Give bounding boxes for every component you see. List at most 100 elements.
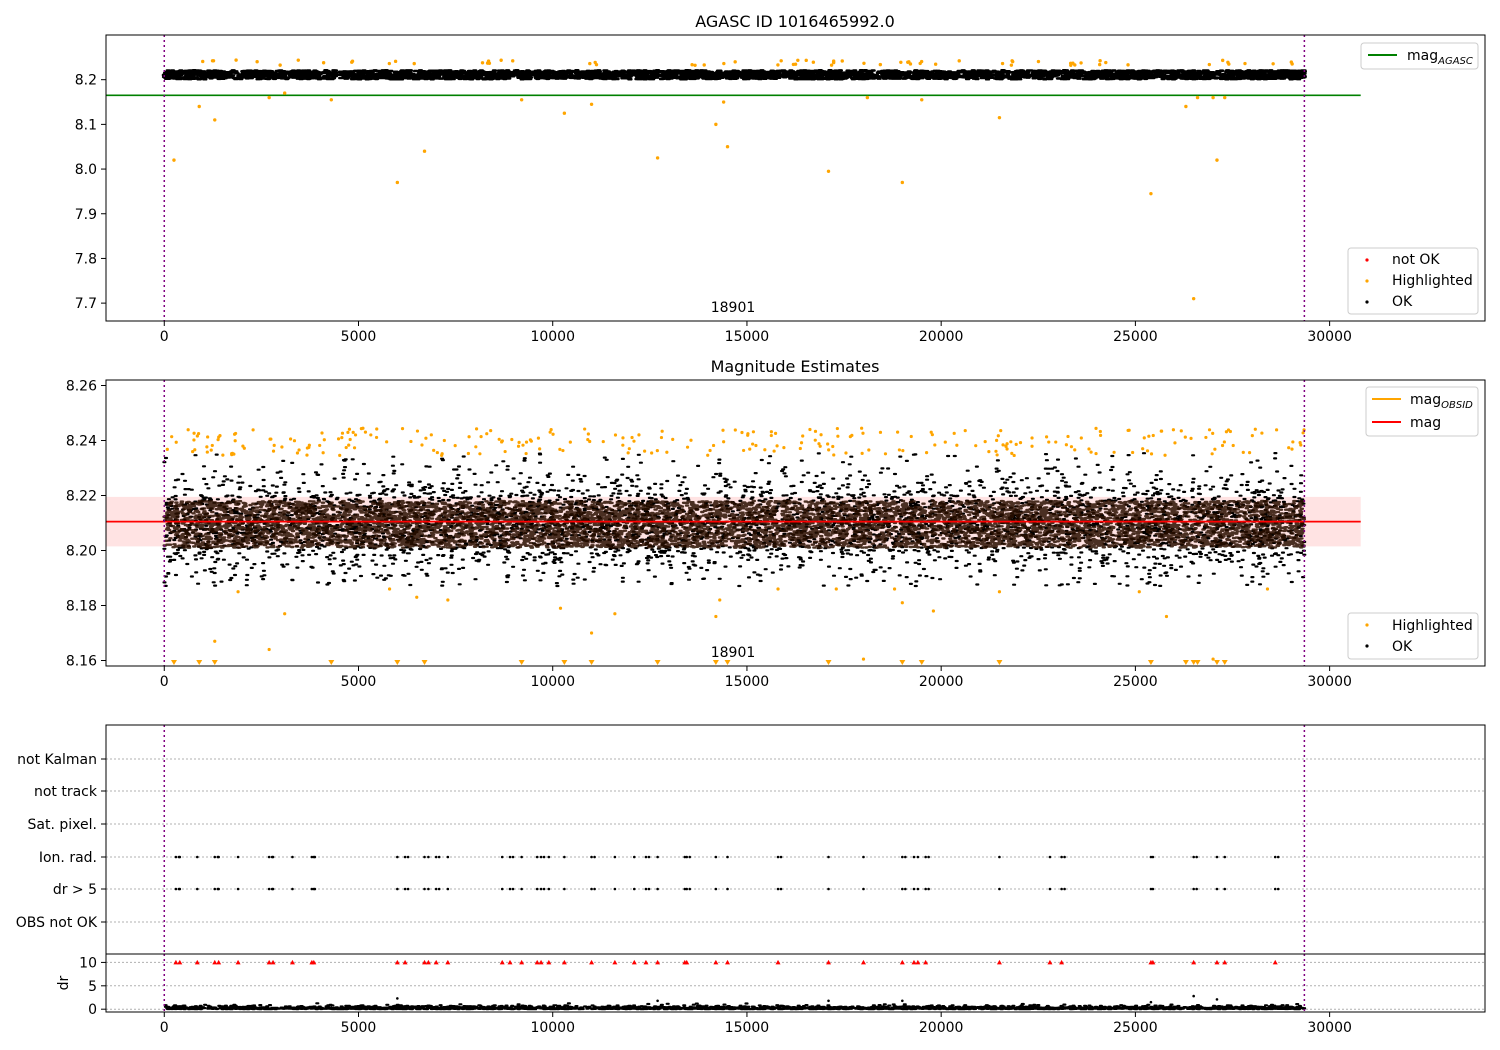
mag-highlight-top-point xyxy=(191,449,195,454)
flag-label-0: not Kalman xyxy=(17,752,97,768)
flag-event-3-17 xyxy=(500,855,504,859)
mag-highlight-top-point xyxy=(272,443,276,447)
mag-highlight-top-point xyxy=(1098,433,1103,437)
mag-highlight-top-point xyxy=(442,438,446,443)
mag-ytick-label-1: 8.18 xyxy=(66,599,97,615)
mag-highlight-top-point xyxy=(835,426,839,431)
mag-highlight-top-point xyxy=(754,443,758,448)
flag-event-4-23 xyxy=(563,887,566,891)
agasc-highlight-top-point xyxy=(350,60,354,64)
agasc-highlight-point-22 xyxy=(1191,296,1196,301)
agasc-highlight-top-point xyxy=(412,61,416,66)
flag-event-3-7 xyxy=(271,855,275,859)
mag-highlight-top-point xyxy=(963,428,967,433)
flag-event-3-41 xyxy=(1048,855,1052,859)
mag-highlight-low-point-12 xyxy=(776,587,780,591)
flag-event-extra-4-15 xyxy=(437,887,441,891)
legend-mag-obsid-main: mag xyxy=(1410,392,1441,408)
panel-agasc-obsid-label: 18901 xyxy=(711,300,756,316)
agasc-highlight-point-20 xyxy=(1149,191,1153,196)
mag-highlight-top-point xyxy=(1030,436,1034,440)
mag-highlight-top-point xyxy=(206,435,210,439)
mag-highlight-top-point xyxy=(627,447,631,451)
agasc-highlight-top-point xyxy=(480,61,485,65)
mag-highlight-top-point xyxy=(1231,443,1235,448)
mag-highlight-top-point xyxy=(1094,451,1098,456)
mag-highlight-top-point xyxy=(1159,429,1163,433)
mag-highlight-top-point xyxy=(909,434,913,439)
mag-highlight-top-point xyxy=(813,438,817,442)
legend-highlighted-swatch xyxy=(1365,279,1369,283)
mag-highlight-top-point xyxy=(878,430,883,434)
flag-event-4-26 xyxy=(632,887,636,891)
mag-highlight-top-point xyxy=(216,438,220,442)
mag-highlight-top-point xyxy=(217,435,221,439)
panel-magnitude-axes: 0 5000 10000 15000 20000 25000 30000 8.16 8.18 8.… xyxy=(66,379,1352,691)
mag-highlight-top-point xyxy=(643,449,647,453)
mag-highlight-top-point xyxy=(409,439,413,444)
flag-event-4-27 xyxy=(644,887,648,891)
mag-highlight-top-point xyxy=(1098,429,1102,434)
legend-highlighted-swatch-2 xyxy=(1365,623,1369,627)
flag-event-4-8 xyxy=(291,887,294,891)
mag-highlight-top-point xyxy=(621,436,625,440)
dr-points xyxy=(163,1002,1307,1011)
mag-highlight-top-point xyxy=(999,429,1003,433)
flag-event-4-0 xyxy=(174,887,178,891)
dr-spike-point-1 xyxy=(656,999,659,1003)
mag-highlight-top-point xyxy=(1047,440,1051,444)
agasc-highlight-top-point xyxy=(1079,61,1083,65)
agasc-highlight-top-point xyxy=(1271,62,1275,66)
flag-event-3-6 xyxy=(267,855,271,859)
flag-event-3-35 xyxy=(862,855,865,859)
mag-highlight-top-point xyxy=(347,427,352,431)
agasc-highlight-point-14 xyxy=(725,145,730,149)
mag-highlight-top-point xyxy=(1054,440,1058,444)
mag-highlight-top-point xyxy=(621,443,625,447)
panel-agasc-frame xyxy=(105,34,1486,322)
dr-spike-point-5 xyxy=(1192,994,1195,998)
agasc-highlight-point-7 xyxy=(422,149,427,153)
dr-offscale-marker-5 xyxy=(235,959,241,965)
agasc-highlight-top-point xyxy=(1126,63,1130,67)
dr-xtick-label-4: 20000 xyxy=(919,1020,964,1036)
mag-highlight-top-point xyxy=(708,448,712,453)
flag-event-3-9 xyxy=(310,855,314,859)
mag-highlight-top-point xyxy=(165,447,169,451)
flag-event-3-34 xyxy=(827,855,830,859)
flag-event-extra-3-33 xyxy=(779,855,783,859)
mag-highlight-top-point xyxy=(722,440,726,444)
flag-event-4-3 xyxy=(213,887,217,891)
mag-highlight-top-point xyxy=(1241,450,1245,455)
mag-ytick-label-4: 8.24 xyxy=(66,434,97,450)
mag-highlight-top-point xyxy=(1073,448,1077,452)
mag-highlight-low-point-8 xyxy=(589,631,594,635)
flag-event-extra-4-42 xyxy=(1063,887,1066,891)
mag-xtick-label-5: 25000 xyxy=(1113,674,1158,690)
mag-highlight-top-point xyxy=(344,445,348,450)
mag-highlight-top-point xyxy=(1220,443,1225,448)
flag-event-3-13 xyxy=(423,855,426,859)
flag-event-3-8 xyxy=(291,855,294,859)
flag-event-3-21 xyxy=(539,855,543,859)
flag-event-extra-4-18 xyxy=(511,887,515,891)
mag-highlight-top-point xyxy=(280,445,284,449)
mag-xtick-label-4: 20000 xyxy=(919,674,964,690)
dr-offscale-marker-46 xyxy=(1214,959,1220,965)
mag-highlight-top-point xyxy=(192,431,196,435)
agasc-ytick-label-2: 7.9 xyxy=(75,207,97,223)
flag-event-extra-3-12 xyxy=(406,855,410,859)
flag-event-4-28 xyxy=(656,887,659,891)
flag-event-3-46 xyxy=(1215,855,1219,859)
mag-offscale-marker-5 xyxy=(421,660,428,665)
dr-offscale-marker-1 xyxy=(177,959,183,965)
flag-event-3-0 xyxy=(174,855,178,859)
agasc-xtick-label-5: 25000 xyxy=(1113,329,1158,345)
agasc-ytick-label-0: 7.7 xyxy=(75,296,97,312)
mag-highlight-top-point xyxy=(826,442,830,446)
agasc-highlight-top-point xyxy=(1069,63,1073,68)
mag-highlight-top-point xyxy=(1274,428,1279,432)
dr-offscale-marker-15 xyxy=(433,959,439,965)
legend-mag-label: mag xyxy=(1410,415,1441,431)
legend-markers-box-2 xyxy=(1347,612,1479,660)
